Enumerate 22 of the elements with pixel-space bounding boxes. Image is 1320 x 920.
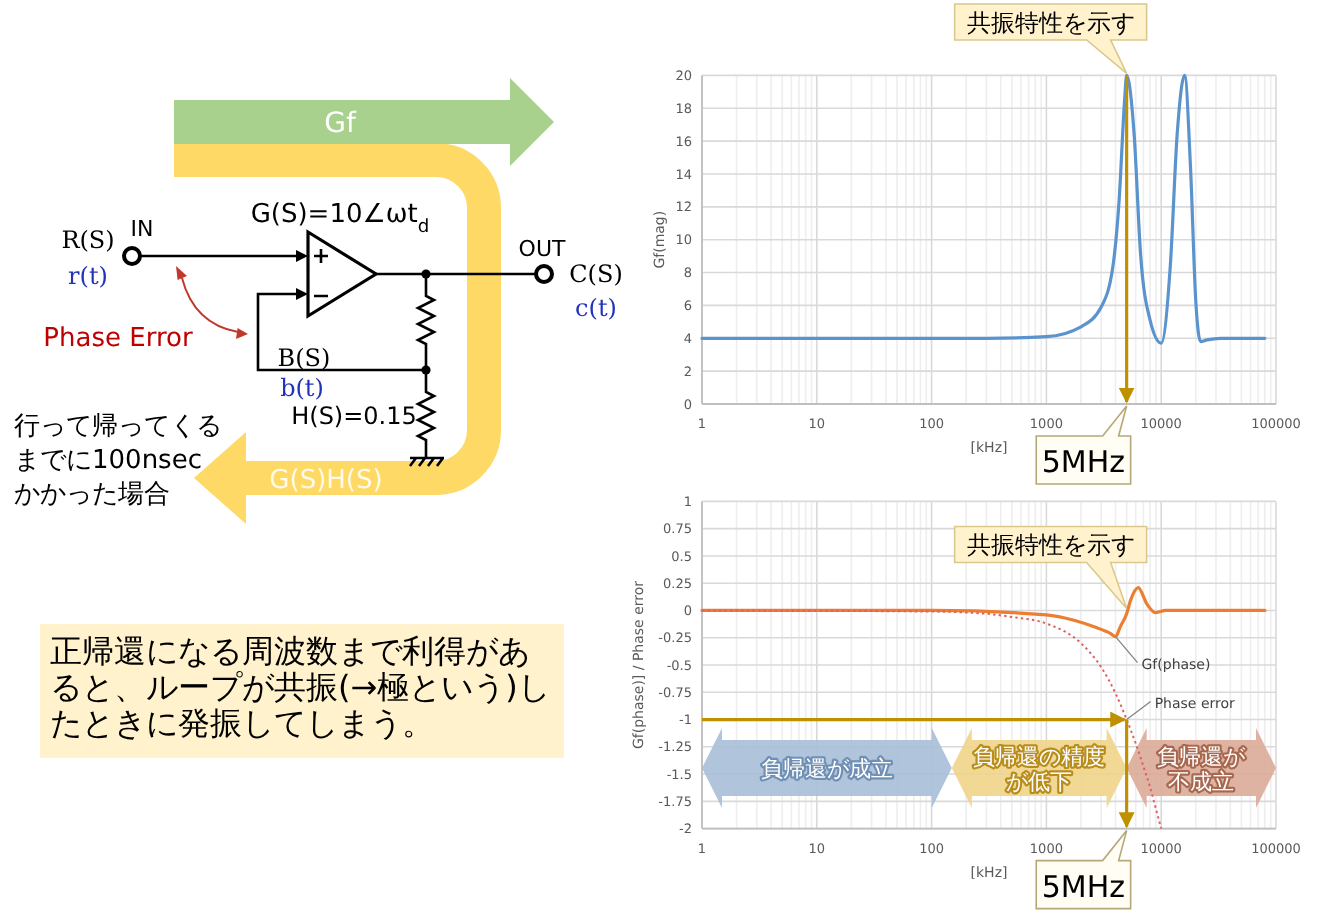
text: 行って帰ってくるまでに100nsecかかった場合 xyxy=(14,412,222,510)
annotation: 負帰還が成立 xyxy=(760,756,893,783)
text: r(t) xyxy=(68,262,108,290)
text: IN xyxy=(130,216,154,242)
annotation: 負帰還が不成立 xyxy=(1157,743,1248,795)
annotation: 負帰還の精度が低下 xyxy=(973,743,1106,795)
text: 正帰還になる周波数まで利得があると、ループが共振(→極という)したときに発振してしまう。 xyxy=(50,632,550,742)
text: G(S)=10∠ωt$_{d}$ xyxy=(250,200,430,238)
text: H(S)=0.15 xyxy=(291,402,417,430)
text: Gf xyxy=(324,108,358,140)
text: B(S) xyxy=(277,344,331,372)
annotation: 共振特性を示す xyxy=(966,9,1135,37)
text: c(t) xyxy=(575,294,617,322)
text: Phase Error xyxy=(43,324,194,354)
text: R(S) xyxy=(61,226,115,254)
ref-line-label: 5MHz xyxy=(1041,868,1126,905)
annotation: 共振特性を示す xyxy=(966,531,1135,560)
text: b(t) xyxy=(280,374,324,402)
text: G(S)H(S) xyxy=(269,466,383,496)
text: OUT xyxy=(518,236,566,262)
text: C(S) xyxy=(569,260,623,288)
ref-line-label: 5MHz xyxy=(1041,444,1126,480)
